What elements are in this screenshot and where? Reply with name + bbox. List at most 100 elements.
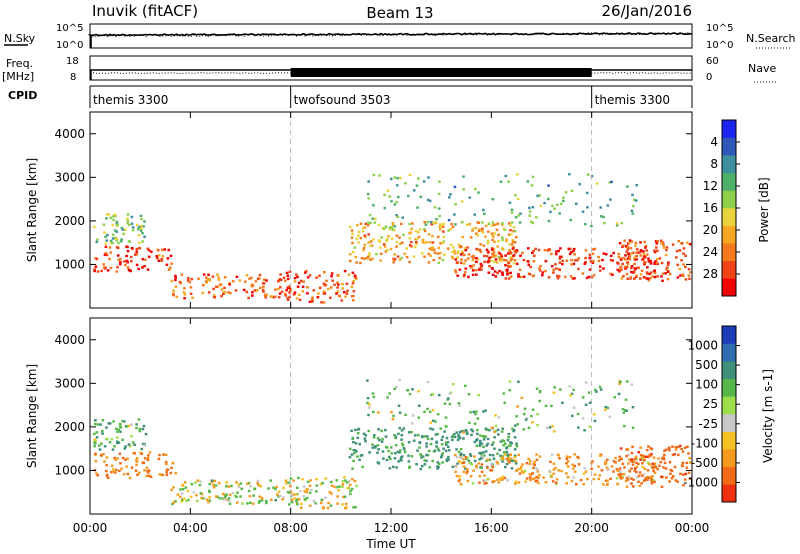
echo-cell <box>517 481 521 484</box>
echo-cell <box>520 396 524 400</box>
echo-cell <box>395 214 398 217</box>
echo-cell <box>194 481 197 484</box>
echo-cell <box>446 441 450 444</box>
echo-cell <box>220 294 223 298</box>
echo-cell <box>361 226 365 230</box>
echo-cell <box>490 233 494 237</box>
echo-cell <box>639 273 643 276</box>
echo-cell <box>450 222 453 226</box>
echo-cell <box>126 266 130 269</box>
echo-cell <box>408 392 412 396</box>
echo-cell <box>191 296 194 299</box>
echo-cell <box>649 262 653 265</box>
echo-cell <box>106 269 110 272</box>
echo-cell <box>94 265 98 268</box>
echo-cell <box>432 419 435 422</box>
echo-cell <box>219 283 223 286</box>
echo-cell <box>501 475 505 479</box>
echo-cell <box>454 269 457 272</box>
echo-cell <box>437 246 441 250</box>
echo-cell <box>367 241 370 244</box>
echo-cell <box>472 256 475 260</box>
echo-cell <box>357 241 360 244</box>
echo-cell <box>631 426 635 429</box>
echo-cell <box>507 456 510 460</box>
echo-cell <box>235 275 239 278</box>
echo-cell <box>656 249 659 252</box>
echo-cell <box>487 230 490 233</box>
echo-cell <box>484 235 487 238</box>
echo-cell <box>414 434 417 437</box>
echo-cell <box>369 244 372 248</box>
echo-cell <box>162 453 165 456</box>
echo-cell <box>100 269 103 273</box>
echo-cell <box>514 194 517 197</box>
echo-cell <box>507 252 510 255</box>
echo-cell <box>404 413 407 417</box>
echo-cell <box>247 296 250 300</box>
echo-cell <box>577 463 581 466</box>
echo-cell <box>452 383 455 386</box>
echo-cell <box>113 229 117 232</box>
echo-cell <box>207 291 211 294</box>
echo-cell <box>170 466 173 470</box>
echo-cell <box>551 264 554 268</box>
echo-cell <box>661 457 664 460</box>
echo-cell <box>104 242 108 245</box>
echo-cell <box>451 255 454 258</box>
echo-cell <box>364 434 368 437</box>
echo-cell <box>261 288 265 292</box>
echo-cell <box>284 479 288 482</box>
echo-cell <box>548 470 551 473</box>
echo-cell <box>479 439 482 443</box>
echo-cell <box>589 260 593 263</box>
echo-cell <box>280 290 284 293</box>
echo-cell <box>338 485 341 488</box>
echo-cell <box>140 217 143 221</box>
echo-cell <box>509 224 512 227</box>
echo-cell <box>138 429 142 433</box>
echo-cell <box>625 448 628 451</box>
echo-cell <box>378 438 381 442</box>
echo-cell <box>505 462 509 466</box>
echo-cell <box>277 288 280 291</box>
echo-cell <box>397 195 400 199</box>
echo-cell <box>298 298 302 302</box>
echo-cell <box>122 473 126 476</box>
echo-cell <box>611 259 614 262</box>
echo-cell <box>458 268 462 271</box>
colorbar-segment <box>722 155 736 174</box>
echo-cell <box>603 462 607 466</box>
echo-cell <box>391 228 395 231</box>
echo-cell <box>572 388 575 391</box>
freq-twofsound-block <box>290 68 592 77</box>
echo-cell <box>489 469 492 472</box>
echo-cell <box>443 253 446 256</box>
echo-cell <box>309 488 313 492</box>
echo-cell <box>458 475 462 478</box>
echo-cell <box>225 481 228 484</box>
echo-cell <box>630 458 634 461</box>
echo-cell <box>678 444 682 448</box>
echo-cell <box>350 453 354 456</box>
echo-cell <box>105 437 109 441</box>
echo-cell <box>566 475 570 479</box>
echo-cell <box>565 462 568 465</box>
echo-cell <box>433 449 437 452</box>
echo-cell <box>628 239 632 242</box>
echo-cell <box>675 249 679 253</box>
echo-cell <box>634 199 638 202</box>
echo-cell <box>377 223 381 227</box>
echo-cell <box>392 257 395 260</box>
echo-cell <box>552 430 556 433</box>
echo-cell <box>161 473 165 477</box>
echo-cell <box>146 471 150 474</box>
echo-cell <box>212 294 216 297</box>
echo-cell <box>408 222 411 226</box>
echo-cell <box>364 440 367 443</box>
echo-cell <box>566 460 570 463</box>
echo-cell <box>386 396 389 399</box>
echo-cell <box>222 292 225 295</box>
echo-cell <box>608 181 612 184</box>
echo-cell <box>656 258 659 261</box>
